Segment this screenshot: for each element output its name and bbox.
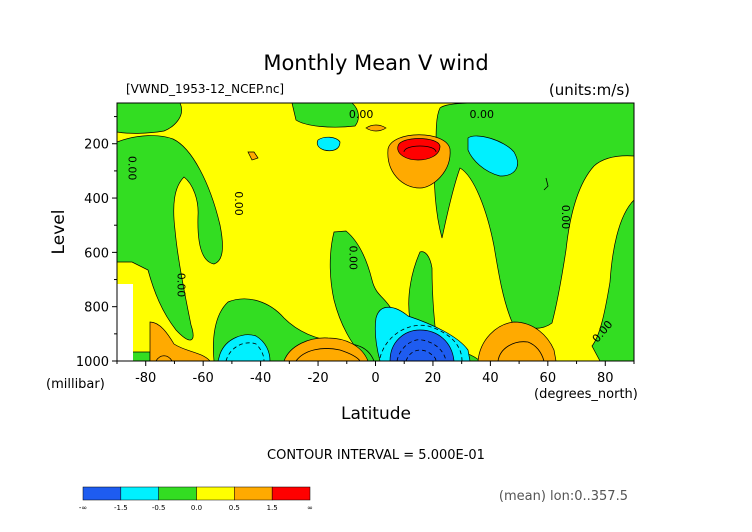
contour-value-label: 0.00 <box>559 205 572 230</box>
colorbar-label: -1.5 <box>114 504 128 512</box>
colorbar-label: ∞ <box>307 504 313 512</box>
contour-value-label: 0.00 <box>470 108 495 121</box>
contour-interval: CONTOUR INTERVAL = 5.000E-01 <box>267 448 485 463</box>
x-tick-label: 80 <box>597 371 614 386</box>
contour-value-label: 0.00 <box>232 191 245 216</box>
y-tick-label: 200 <box>84 138 109 153</box>
x-unit-label: (degrees_north) <box>534 387 638 402</box>
y-tick-label: 1000 <box>76 355 109 370</box>
colorbar-swatch <box>234 486 273 501</box>
dataset-label: [VWND_1953-12_NCEP.nc] <box>126 82 284 96</box>
colorbar: -∞ -1.5 -0.5 0.0 0.5 1.5 ∞ <box>79 486 313 512</box>
colorbar-label: 0.0 <box>191 504 202 512</box>
footer-note: (mean) lon:0..357.5 <box>499 489 628 504</box>
contour-value-label: 0.00 <box>174 273 187 298</box>
x-tick-label: -40 <box>250 371 271 386</box>
x-axis-title: Latitude <box>341 404 411 424</box>
field-red <box>397 138 441 161</box>
y-tick-label: 400 <box>84 192 109 207</box>
y-unit-label: (millibar) <box>46 377 105 392</box>
colorbar-swatch <box>271 486 311 501</box>
x-tick-label: -80 <box>135 371 156 386</box>
contour-value-label: 0.00 <box>347 246 360 271</box>
contour-value-label: 0.00 <box>349 108 374 121</box>
colorbar-swatch <box>158 486 197 501</box>
x-tick-label: 20 <box>425 371 442 386</box>
colorbar-label: -∞ <box>79 504 87 512</box>
chart-title: Monthly Mean V wind <box>263 51 488 75</box>
x-tick-label: 0 <box>371 371 379 386</box>
y-tick-label: 800 <box>84 301 109 316</box>
negative-contours <box>225 324 463 361</box>
colorbar-swatch <box>82 486 122 501</box>
x-tick-label: 40 <box>482 371 499 386</box>
missing-data <box>117 284 133 361</box>
colorbar-swatch <box>196 486 235 501</box>
x-tick-label: -20 <box>307 371 328 386</box>
contour-value-label: 0.00 <box>125 156 138 181</box>
y-tick-label: 600 <box>84 246 109 261</box>
y-axis: 200 400 600 800 1000 <box>76 116 117 370</box>
y-axis-title: Level <box>49 210 69 255</box>
plot-area <box>117 103 634 361</box>
x-tick-label: 60 <box>540 371 557 386</box>
x-tick-label: -60 <box>193 371 214 386</box>
field-blue <box>389 329 455 361</box>
colorbar-swatch <box>120 486 159 501</box>
positive-contours <box>155 145 549 361</box>
colorbar-label: -0.5 <box>152 504 166 512</box>
colorbar-label: 0.5 <box>229 504 240 512</box>
x-axis: -80 -60 -40 -20 0 20 40 60 80 <box>116 361 635 386</box>
units-label: (units:m/s) <box>549 81 630 99</box>
colorbar-label: 1.5 <box>267 504 278 512</box>
